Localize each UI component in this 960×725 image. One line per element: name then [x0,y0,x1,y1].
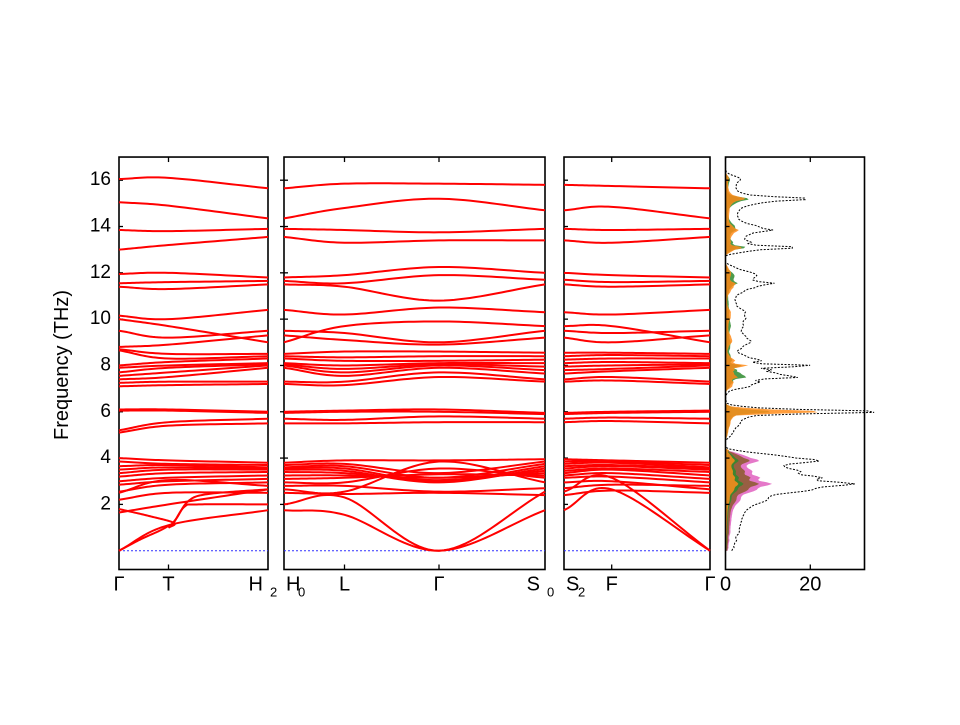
svg-text:12: 12 [90,262,111,283]
svg-text:Γ: Γ [433,574,444,596]
svg-text:Frequency (THz): Frequency (THz) [51,290,73,440]
svg-text:H: H [249,574,263,596]
svg-text:L: L [339,574,350,596]
svg-text:20: 20 [799,574,821,596]
svg-text:2: 2 [100,493,111,514]
svg-text:T: T [162,574,174,596]
svg-text:14: 14 [90,216,112,237]
svg-text:F: F [606,574,618,596]
svg-text:10: 10 [90,308,111,329]
svg-text:0: 0 [720,574,731,596]
svg-text:S: S [527,574,540,596]
svg-text:4: 4 [100,447,111,468]
svg-text:0: 0 [547,585,554,600]
svg-text:16: 16 [90,169,111,190]
svg-text:2: 2 [578,585,585,600]
svg-text:8: 8 [100,354,111,375]
svg-text:Γ: Γ [113,574,124,596]
svg-text:2: 2 [270,585,277,600]
svg-text:6: 6 [100,401,111,422]
svg-text:0: 0 [298,585,305,600]
svg-text:Γ: Γ [704,574,715,596]
